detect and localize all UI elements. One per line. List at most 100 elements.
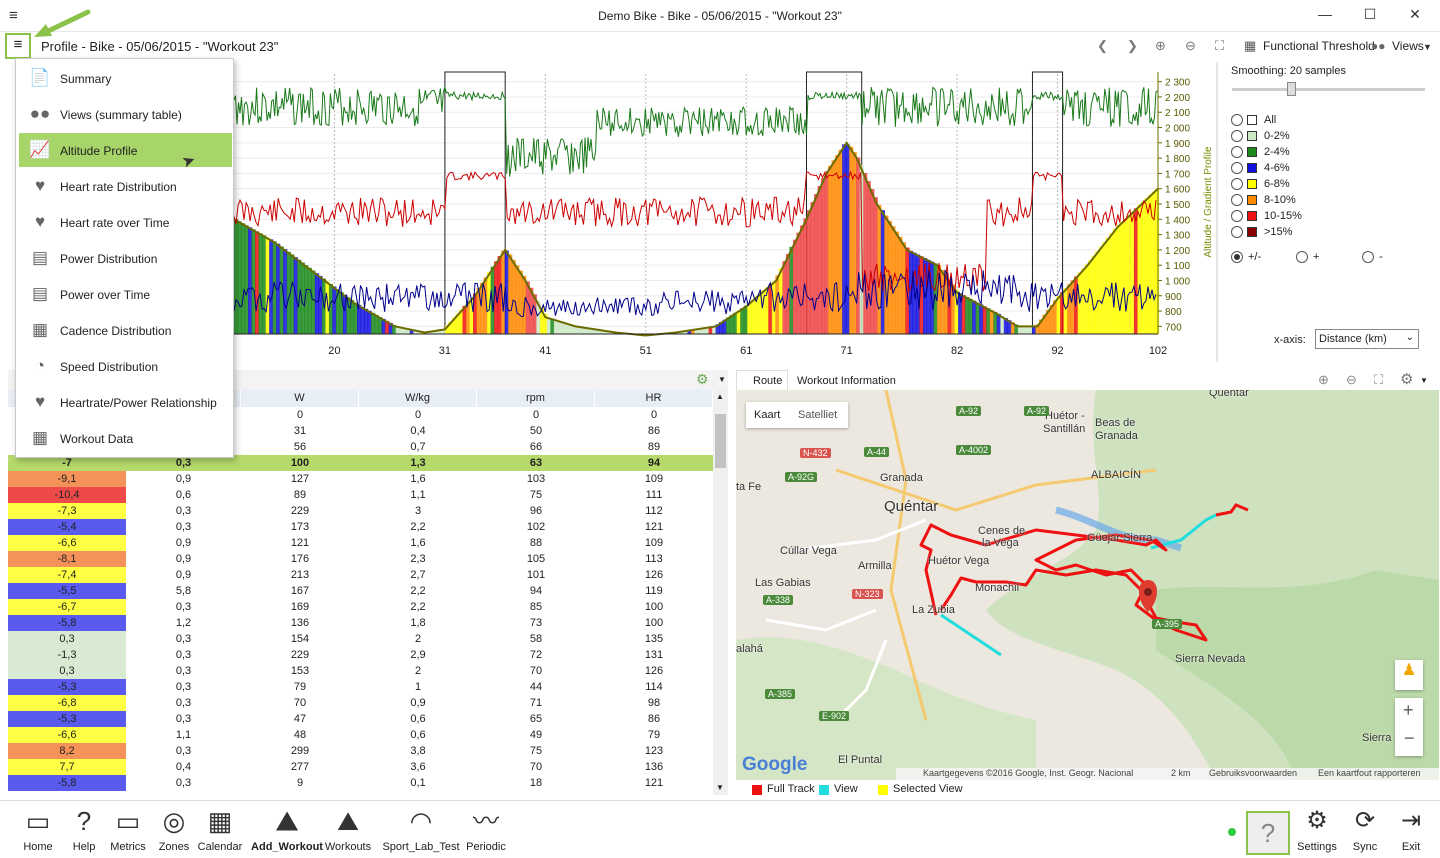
gradient-radio[interactable]: [1231, 146, 1243, 158]
map-canvas[interactable]: [736, 390, 1439, 780]
scroll-down-icon[interactable]: ▼: [716, 783, 724, 792]
nav-label: Periodic: [466, 841, 506, 853]
minimize-button[interactable]: —: [1318, 6, 1332, 22]
gradient-radio[interactable]: [1231, 162, 1243, 174]
table-cell: 100: [290, 457, 310, 469]
column-header[interactable]: W: [241, 390, 359, 407]
map-zoom-out-icon[interactable]: ⊖: [1346, 372, 1357, 387]
table-scrollbar[interactable]: ▲ ▼: [713, 390, 728, 795]
map-zoom-in-button[interactable]: +: [1403, 700, 1414, 720]
gradient-radio[interactable]: [1231, 114, 1243, 126]
next-icon[interactable]: ❯: [1127, 38, 1138, 53]
sign-radio[interactable]: [1296, 251, 1308, 263]
table-row[interactable]: -8,1 0,9 176 2,3 105 113: [8, 551, 713, 567]
gear-icon[interactable]: ⚙: [696, 371, 709, 387]
map-report-link[interactable]: Een kaartfout rapporteren: [1318, 768, 1421, 778]
street-view-icon[interactable]: ♟: [1395, 660, 1423, 690]
table-row[interactable]: 8,2 0,3 299 3,8 75 123: [8, 743, 713, 759]
column-header[interactable]: rpm: [477, 390, 595, 407]
sign-radio[interactable]: [1231, 251, 1243, 263]
map-zoom-in-icon[interactable]: ⊕: [1318, 372, 1329, 387]
nav-metrics[interactable]: ▭ Metrics: [104, 805, 152, 857]
nav-zones[interactable]: ◎ Zones: [150, 805, 198, 857]
gradient-band: [448, 321, 453, 334]
smoothing-slider-handle[interactable]: [1287, 82, 1296, 96]
support-button[interactable]: ?: [1246, 811, 1290, 855]
views-button[interactable]: Views: [1392, 39, 1424, 53]
sign-radio[interactable]: [1362, 251, 1374, 263]
menu-item-views-summary-table[interactable]: ●● Views (summary table): [19, 97, 232, 131]
functional-threshold-button[interactable]: Functional Threshold: [1263, 39, 1375, 53]
scrollbar-thumb[interactable]: [715, 414, 726, 468]
table-row[interactable]: -5,8 0,3 9 0,1 18 121: [8, 775, 713, 791]
menu-item-heart-rate-over-time[interactable]: ♥ Heart rate over Time: [19, 205, 232, 239]
x-axis-select[interactable]: Distance (km) ⌄: [1315, 329, 1419, 349]
table-row[interactable]: -10,4 0,6 89 1,1 75 111: [8, 487, 713, 503]
table-row[interactable]: -6,6 0,9 121 1,6 88 109: [8, 535, 713, 551]
table-row[interactable]: 7,7 0,4 277 3,6 70 136: [8, 759, 713, 775]
table-row[interactable]: -6,6 1,1 48 0,6 49 79: [8, 727, 713, 743]
menu-item-heartrate-power-relationship[interactable]: ♥ Heartrate/Power Relationship: [19, 385, 232, 419]
table-row[interactable]: 0,3 0,3 153 2 70 126: [8, 663, 713, 679]
table-row[interactable]: -7,4 0,9 213 2,7 101 126: [8, 567, 713, 583]
map-type-kaart[interactable]: Kaart: [754, 409, 781, 421]
table-cell: 0,9: [175, 473, 192, 485]
maximize-button[interactable]: ☐: [1363, 6, 1377, 22]
menu-item-heart-rate-distribution[interactable]: ♥ Heart rate Distribution: [19, 169, 232, 203]
map-fit-icon[interactable]: ⛶: [1374, 372, 1384, 387]
menu-item-power-over-time[interactable]: ▤ Power over Time: [19, 277, 232, 311]
app-menu-icon[interactable]: ≡: [9, 7, 18, 24]
prev-icon[interactable]: ❮: [1097, 38, 1108, 53]
table-row[interactable]: 0,3 0,3 154 2 58 135: [8, 631, 713, 647]
table-row[interactable]: -1,3 0,3 229 2,9 72 131: [8, 647, 713, 663]
menu-item-cadence-distribution[interactable]: ▦ Cadence Distribution: [19, 313, 232, 347]
zoom-out-icon[interactable]: ⊖: [1185, 38, 1196, 53]
menu-item-speed-distribution[interactable]: ◔ Speed Distribution: [19, 349, 232, 383]
column-header[interactable]: W/kg: [359, 390, 477, 407]
nav-help[interactable]: ? Help: [60, 805, 108, 857]
hamburger-menu-button[interactable]: ≡: [5, 33, 31, 59]
nav-settings[interactable]: ⚙ Settings: [1294, 805, 1340, 857]
table-row[interactable]: -7,3 0,3 229 3 96 112: [8, 503, 713, 519]
table-row[interactable]: -7 0,3 100 1,3 63 94: [8, 455, 713, 471]
menu-item-altitude-profile[interactable]: 📈 Altitude Profile: [19, 133, 232, 167]
gradient-radio[interactable]: [1231, 130, 1243, 142]
table-row[interactable]: -5,3 0,3 47 0,6 65 86: [8, 711, 713, 727]
table-row[interactable]: -5,3 0,3 79 1 44 114: [8, 679, 713, 695]
nav-exit[interactable]: ⇥ Exit: [1388, 805, 1434, 857]
table-row[interactable]: -9,1 0,9 127 1,6 103 109: [8, 471, 713, 487]
menu-item-power-distribution[interactable]: ▤ Power Distribution: [19, 241, 232, 275]
smoothing-slider[interactable]: [1232, 88, 1425, 91]
gradient-radio[interactable]: [1231, 210, 1243, 222]
gradient-radio[interactable]: [1231, 178, 1243, 190]
table-row[interactable]: -5,5 5,8 167 2,2 94 119: [8, 583, 713, 599]
nav-periodic[interactable]: 〰 Periodic: [462, 805, 510, 857]
menu-item-workout-data[interactable]: ▦ Workout Data: [19, 421, 232, 455]
nav-sync[interactable]: ⟳ Sync: [1342, 805, 1388, 857]
menu-item-summary[interactable]: 📄 Summary: [19, 61, 232, 95]
nav-add-workout[interactable]: ⛰ Add_Workout: [250, 805, 324, 857]
table-row[interactable]: -5,8 1,2 136 1,8 73 100: [8, 615, 713, 631]
route-map[interactable]: Kaart Satelliet Quéntar Huétor - Santillán…: [736, 390, 1439, 780]
nav-home[interactable]: ▭ Home: [14, 805, 62, 857]
tab-route[interactable]: Route: [736, 370, 788, 390]
map-zoom-out-button[interactable]: −: [1404, 728, 1415, 748]
column-header[interactable]: HR: [595, 390, 713, 407]
fit-icon[interactable]: ⛶: [1215, 38, 1225, 53]
close-button[interactable]: ✕: [1409, 6, 1421, 22]
table-row[interactable]: -5,4 0,3 173 2,2 102 121: [8, 519, 713, 535]
gradient-radio[interactable]: [1231, 194, 1243, 206]
map-gear-icon[interactable]: ⚙: [1400, 371, 1414, 388]
tab-workout-information[interactable]: Workout Information: [797, 375, 896, 387]
table-row[interactable]: -6,7 0,3 169 2,2 85 100: [8, 599, 713, 615]
table-row[interactable]: -6,8 0,3 70 0,9 71 98: [8, 695, 713, 711]
map-type-satelliet[interactable]: Satelliet: [798, 409, 838, 421]
scroll-up-icon[interactable]: ▲: [716, 392, 724, 401]
nav-sport-lab-test[interactable]: ◠ Sport_Lab_Test: [382, 805, 460, 857]
map-terms-link[interactable]: Gebruiksvoorwaarden: [1209, 768, 1298, 778]
gradient-radio[interactable]: [1231, 226, 1243, 238]
nav-calendar[interactable]: ▦ Calendar: [196, 805, 244, 857]
zoom-in-icon[interactable]: ⊕: [1155, 38, 1166, 53]
nav-workouts[interactable]: ⛰ Workouts: [324, 805, 372, 857]
x-axis-label: x-axis:: [1274, 334, 1306, 346]
